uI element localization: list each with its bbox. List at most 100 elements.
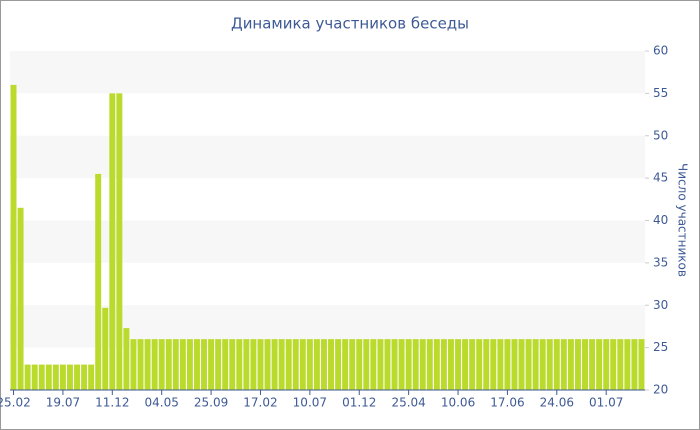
x-tick-label: 25.04	[391, 396, 425, 410]
x-tick-label: 01.12	[342, 396, 376, 410]
y-tick-label: 20	[653, 383, 668, 397]
y-tick-label: 40	[653, 213, 668, 227]
bar	[17, 207, 24, 390]
x-tick-label: 01.07	[589, 396, 623, 410]
chart-title: Динамика участников беседы	[231, 15, 469, 33]
bar	[433, 339, 440, 390]
bar	[377, 339, 384, 390]
bar	[95, 173, 102, 390]
bar	[264, 339, 271, 390]
bar	[31, 364, 38, 390]
bar	[511, 339, 518, 390]
bar	[610, 339, 617, 390]
bar	[285, 339, 292, 390]
bar	[518, 339, 525, 390]
bar	[271, 339, 278, 390]
bar	[321, 339, 327, 390]
bar	[342, 339, 349, 390]
bar	[553, 339, 560, 390]
bar	[208, 339, 215, 390]
bar	[631, 339, 638, 390]
bar	[448, 339, 454, 390]
bar	[24, 364, 31, 390]
bar	[391, 339, 398, 390]
bar	[596, 339, 603, 390]
bar	[539, 339, 546, 390]
bar	[476, 339, 483, 390]
bar	[603, 339, 610, 390]
bar	[589, 339, 596, 390]
bar	[292, 339, 299, 390]
bar	[10, 84, 17, 391]
grid-band	[10, 51, 645, 94]
bar	[370, 339, 377, 390]
bar	[186, 339, 193, 390]
bar	[455, 339, 461, 390]
bar	[328, 339, 334, 390]
y-tick-label: 55	[653, 86, 668, 100]
bar	[109, 93, 116, 390]
bar	[278, 339, 285, 390]
bar	[363, 339, 370, 390]
x-tick-label: 17.06	[490, 396, 524, 410]
bar	[560, 339, 567, 390]
bar	[144, 339, 151, 390]
bar	[497, 339, 504, 390]
x-tick-label: 17.02	[243, 396, 277, 410]
bar	[426, 339, 433, 390]
bar	[215, 339, 222, 390]
bar	[137, 339, 144, 390]
x-tick-label: 04.05	[145, 396, 179, 410]
bar	[313, 339, 320, 390]
x-tick-label: 10.06	[441, 396, 475, 410]
bar	[45, 364, 52, 390]
bar	[116, 93, 123, 390]
bar	[638, 339, 645, 390]
bar	[306, 339, 313, 390]
bar	[165, 339, 172, 390]
bar	[546, 339, 553, 390]
bar	[130, 339, 137, 390]
bands	[10, 51, 645, 348]
bar	[222, 339, 229, 390]
bar	[158, 339, 165, 390]
bar	[250, 339, 257, 390]
grid-band	[10, 220, 645, 263]
bar	[243, 339, 250, 390]
bar	[440, 339, 447, 390]
bar	[52, 364, 59, 390]
bar	[257, 339, 264, 390]
bar	[172, 339, 179, 390]
x-tick-label: 11.12	[95, 396, 129, 410]
bar	[236, 339, 243, 390]
bar	[102, 307, 109, 390]
bar	[582, 339, 588, 390]
bar	[412, 339, 419, 390]
bar	[179, 339, 186, 390]
x-tick-label: 10.07	[293, 396, 327, 410]
bar	[469, 339, 476, 390]
bar	[525, 339, 532, 390]
bar	[67, 364, 73, 390]
y-tick-label: 35	[653, 255, 668, 269]
bar	[624, 339, 631, 390]
bar	[38, 364, 45, 390]
bar	[617, 339, 624, 390]
bar	[194, 339, 200, 390]
grid-band	[10, 135, 645, 179]
bar	[74, 364, 80, 390]
bar	[349, 339, 356, 390]
y-tick-label: 30	[653, 298, 668, 312]
x-tick-label: 24.06	[540, 396, 574, 410]
y-tick-label: 45	[653, 171, 668, 185]
bar	[335, 339, 342, 390]
grid-band	[10, 305, 645, 348]
bar	[384, 339, 391, 390]
y-tick-label: 25	[653, 340, 668, 354]
x-tick-label: 19.07	[46, 396, 80, 410]
bar	[483, 339, 490, 390]
bar	[229, 339, 236, 390]
bar	[567, 339, 574, 390]
y-tick-label: 50	[653, 128, 668, 142]
